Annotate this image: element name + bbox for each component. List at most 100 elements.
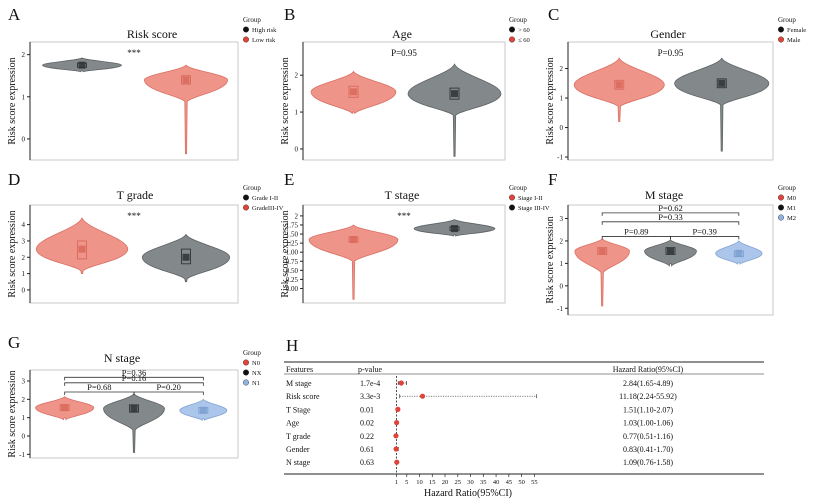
- median-marker: [451, 225, 458, 233]
- legend-dot: [778, 26, 785, 33]
- comparison-bracket: [601, 212, 740, 216]
- hr-point: [395, 406, 401, 412]
- box-marker: [348, 85, 359, 98]
- median-marker: [199, 406, 207, 414]
- row-feature: Gender: [286, 445, 310, 454]
- legend-entry: > 60: [518, 27, 530, 34]
- y-tick-label: 0: [295, 145, 299, 153]
- panel-label: A: [8, 5, 21, 24]
- plot-frame: [29, 41, 239, 161]
- y-tick-label: 0.00: [286, 285, 299, 293]
- x-tick-label: 45: [506, 479, 513, 486]
- legend-dot: [778, 204, 785, 211]
- panel-E: E T stage Risk score expression0.000.250.5…: [280, 170, 550, 304]
- chart-title: N stage: [104, 351, 140, 365]
- column-header-hr: Hazard Ratio(95%CI): [613, 365, 684, 374]
- y-tick-label: 2: [22, 254, 26, 262]
- x-tick-label: 50: [518, 479, 525, 486]
- y-tick-label: -1: [19, 451, 25, 459]
- plot-frame: [567, 41, 774, 161]
- significance-annotation: P=0.95: [658, 48, 684, 58]
- y-tick-label: -1: [557, 154, 563, 162]
- panel-G: G N stage Risk score expression -1 0 1 2 3 P=0.6…: [7, 333, 262, 459]
- row-hr-text: 0.77(0.51-1.16): [623, 432, 673, 441]
- comparison-pvalue: P=0.16: [122, 373, 146, 383]
- median-marker: [78, 61, 86, 69]
- x-tick-label: 35: [480, 479, 487, 486]
- median-marker: [667, 247, 674, 255]
- violin-gray: [103, 393, 165, 453]
- y-tick-label: 1.50: [286, 231, 299, 239]
- y-tick-label: 1: [295, 109, 299, 117]
- hr-point: [393, 433, 399, 439]
- legend-entry: M1: [787, 205, 796, 212]
- median-marker: [451, 90, 458, 98]
- legend-entry: M2: [787, 215, 796, 222]
- median-marker: [735, 249, 743, 257]
- legend-dot: [242, 26, 249, 33]
- row-feature: Age: [286, 419, 300, 428]
- comparison-pvalue: P=0.39: [692, 226, 716, 236]
- chart-title: Age: [392, 27, 412, 41]
- box-marker: [181, 248, 191, 265]
- panel-C: C Gender Risk score expression -1 0 1 2 P=0.95 G…: [545, 5, 806, 162]
- comparison-bracket: [133, 391, 204, 395]
- chart-title: Gender: [650, 27, 685, 41]
- legend-entry: M0: [787, 195, 796, 202]
- panel-F: F M stage Risk score expression-1 0 1 2 3 P=0.8…: [545, 170, 796, 316]
- legend-title: Group: [509, 16, 527, 24]
- legend-dot: [509, 36, 516, 43]
- comparison-pvalue: P=0.62: [658, 203, 682, 213]
- y-tick-label: 4: [22, 221, 26, 229]
- y-tick-label: 1: [22, 93, 26, 101]
- legend-dot: [242, 36, 249, 43]
- legend-dot: [509, 194, 516, 201]
- violin-gray: [407, 63, 502, 157]
- legend-dot: [242, 379, 249, 386]
- y-tick-label: 1: [560, 260, 564, 268]
- box-marker: [614, 79, 625, 90]
- x-tick-label: 20: [442, 479, 449, 486]
- panel-B: B Age Risk score expression 0 1 2 P=0.95 Group >…: [280, 5, 530, 161]
- x-tick-label: 10: [416, 479, 423, 486]
- y-tick-label: 1: [22, 270, 26, 278]
- row-feature: T grade: [286, 432, 311, 441]
- legend-entry: Stage I-II: [518, 195, 543, 202]
- legend-entry: Female: [787, 27, 806, 34]
- y-tick-label: 1.75: [286, 221, 299, 229]
- x-axis-label: Hazard Ratio(95%CI): [424, 488, 512, 499]
- legend-entry: N1: [252, 380, 260, 387]
- y-axis-label: Risk score expression: [280, 210, 291, 297]
- median-marker: [615, 81, 623, 89]
- hr-point: [394, 459, 400, 465]
- x-tick-label: 55: [531, 479, 538, 486]
- y-axis-label: Risk score expression: [7, 370, 18, 457]
- legend-entry: Male: [787, 37, 800, 44]
- y-tick-label: 0: [560, 282, 564, 290]
- legend-dot: [509, 204, 516, 211]
- violin-salmon: [573, 57, 665, 123]
- legend-title: Group: [778, 184, 796, 192]
- y-axis-label: Risk score expression: [545, 216, 556, 303]
- chart-title: M stage: [645, 188, 683, 202]
- hr-point: [393, 446, 399, 452]
- y-axis-label: Risk score expression: [545, 57, 556, 144]
- x-tick-label: 40: [493, 479, 500, 486]
- x-tick-label: 15: [429, 479, 436, 486]
- significance-annotation: ***: [127, 48, 141, 58]
- legend-dot: [778, 214, 785, 221]
- legend-title: Group: [243, 349, 261, 357]
- violin-gray: [674, 57, 770, 152]
- panel-label: B: [284, 5, 295, 24]
- y-tick-label: 1.00: [286, 249, 299, 257]
- row-pvalue: 0.22: [360, 432, 374, 441]
- y-tick-label: 2: [22, 396, 26, 404]
- legend-dot: [242, 359, 249, 366]
- y-tick-label: 0.25: [286, 276, 299, 284]
- median-marker: [598, 247, 606, 255]
- x-tick-label: 5: [405, 479, 408, 486]
- comparison-bracket: [64, 391, 135, 395]
- chart-title: Risk score: [127, 27, 177, 41]
- significance-annotation: ***: [397, 211, 411, 221]
- comparison-bracket: [64, 376, 204, 381]
